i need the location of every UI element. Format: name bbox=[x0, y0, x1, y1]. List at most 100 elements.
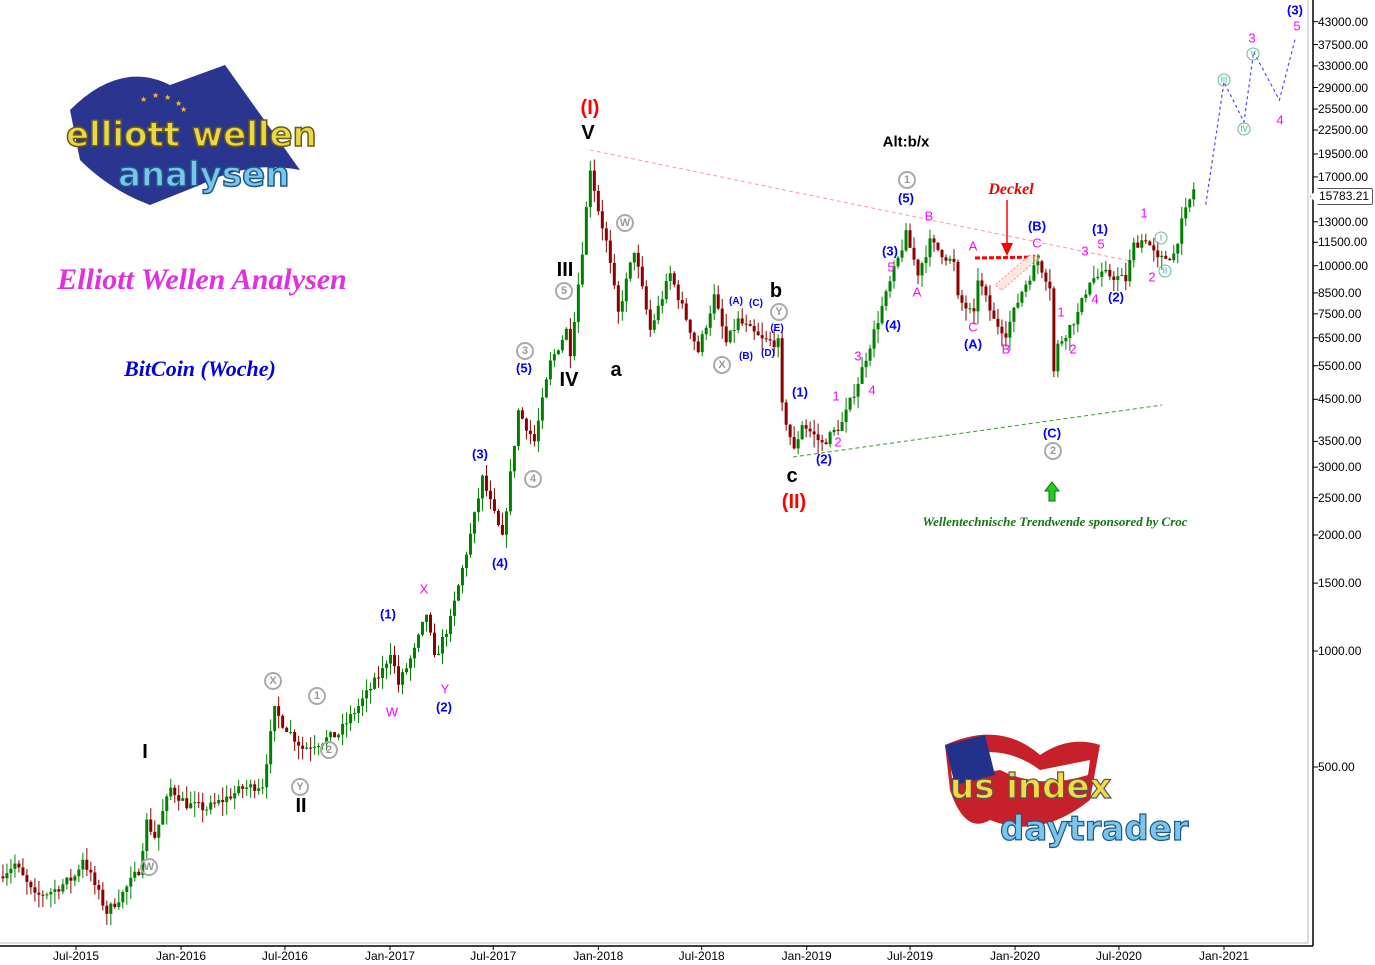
wave-label: (I) bbox=[580, 97, 600, 119]
wave-label: Y bbox=[440, 681, 450, 697]
candle-up bbox=[868, 348, 872, 361]
candle-up bbox=[1172, 253, 1176, 261]
candle-down bbox=[932, 238, 936, 243]
y-tick-label: 3500.00 bbox=[1318, 434, 1362, 449]
candle-up bbox=[249, 784, 253, 788]
candle-up bbox=[512, 445, 516, 472]
candle-down bbox=[720, 308, 724, 327]
candle-down bbox=[113, 903, 117, 907]
candle-down bbox=[648, 309, 652, 330]
x-tick-label: Jan-2020 bbox=[990, 949, 1041, 963]
candle-down bbox=[804, 425, 808, 429]
candle-down bbox=[277, 706, 281, 716]
candle-down bbox=[752, 325, 756, 332]
wave-label: (4) bbox=[492, 555, 508, 571]
candle-up bbox=[1120, 275, 1124, 277]
candle-down bbox=[297, 741, 301, 746]
candle-up bbox=[664, 281, 668, 300]
wave-label: (4) bbox=[885, 317, 901, 333]
candle-down bbox=[149, 819, 153, 832]
candle-down bbox=[1, 876, 5, 879]
candle-down bbox=[912, 247, 916, 260]
candle-up bbox=[948, 258, 952, 261]
candle-up bbox=[1012, 307, 1016, 322]
candle-up bbox=[572, 321, 576, 357]
candle-up bbox=[504, 511, 508, 535]
candle-up bbox=[349, 714, 353, 724]
candle-down bbox=[433, 632, 437, 656]
wave-label: (2) bbox=[816, 451, 832, 467]
candle-up bbox=[872, 329, 876, 349]
wave-label: Alt:b/x bbox=[882, 133, 930, 151]
candle-down bbox=[333, 732, 337, 738]
candle-up bbox=[480, 475, 484, 499]
candle-down bbox=[816, 434, 820, 441]
deckel-line bbox=[974, 255, 1041, 260]
candle-down bbox=[788, 424, 792, 438]
y-tick-label: 3000.00 bbox=[1318, 460, 1362, 475]
candle-up bbox=[157, 824, 161, 838]
candle-up bbox=[1064, 337, 1068, 342]
candle-up bbox=[53, 889, 57, 892]
candle-up bbox=[369, 688, 373, 691]
candle-up bbox=[245, 787, 249, 789]
candle-up bbox=[209, 802, 213, 810]
wave-label: III bbox=[556, 259, 574, 281]
wave-label: a bbox=[610, 359, 622, 381]
x-tick-label: Jan-2019 bbox=[781, 949, 832, 963]
y-tick-label: 1000.00 bbox=[1318, 644, 1362, 658]
candle-up bbox=[129, 877, 133, 887]
candle-down bbox=[500, 524, 504, 535]
candle-up bbox=[265, 764, 269, 788]
candle-down bbox=[524, 418, 528, 431]
candle-down bbox=[1052, 288, 1056, 372]
candle-up bbox=[704, 327, 708, 335]
candle-up bbox=[576, 284, 580, 322]
wave-label: II bbox=[1158, 264, 1172, 278]
candle-down bbox=[600, 211, 604, 229]
candle-down bbox=[964, 302, 968, 309]
candle-down bbox=[377, 677, 381, 679]
candle-up bbox=[329, 732, 333, 738]
candle-up bbox=[1128, 260, 1132, 282]
wave-label: 5 bbox=[1097, 236, 1105, 252]
candle-up bbox=[1084, 294, 1088, 299]
wave-label: 2 bbox=[834, 434, 842, 450]
wave-label: V bbox=[1246, 47, 1260, 61]
candle-up bbox=[544, 379, 548, 398]
candle-down bbox=[792, 437, 796, 449]
candle-up bbox=[121, 891, 125, 903]
candle-down bbox=[988, 295, 992, 311]
y-tick-label: 17000.00 bbox=[1318, 169, 1369, 184]
candle-up bbox=[325, 737, 329, 744]
candle-up bbox=[828, 432, 832, 445]
candle-down bbox=[281, 715, 285, 728]
candle-up bbox=[225, 796, 229, 803]
candle-up bbox=[337, 734, 341, 738]
x-tick-label: Jul-2019 bbox=[887, 949, 934, 963]
candle-up bbox=[464, 554, 468, 569]
candle-down bbox=[936, 242, 940, 250]
candle-down bbox=[916, 259, 920, 276]
candle-down bbox=[69, 877, 73, 881]
wave-label: (A) bbox=[963, 336, 983, 352]
wave-label: Y bbox=[770, 303, 788, 321]
wave-label: (E) bbox=[770, 323, 784, 334]
wave-label: (D) bbox=[761, 348, 775, 359]
y-tick-label: 8500.00 bbox=[1318, 285, 1362, 300]
candle-up bbox=[656, 305, 660, 321]
candle-down bbox=[772, 340, 776, 348]
wave-label: 2 bbox=[1148, 269, 1156, 285]
wave-label: II bbox=[295, 795, 307, 817]
candle-up bbox=[968, 308, 972, 310]
candle-down bbox=[393, 654, 397, 667]
candle-up bbox=[1188, 199, 1192, 208]
wave-label: b bbox=[769, 280, 783, 302]
candle-up bbox=[660, 299, 664, 306]
candle-up bbox=[860, 367, 864, 384]
candle-up bbox=[832, 429, 836, 433]
wave-label: (A) bbox=[729, 296, 743, 307]
candle-down bbox=[25, 875, 29, 882]
wave-label: IV bbox=[1237, 122, 1251, 136]
candle-up bbox=[564, 328, 568, 340]
